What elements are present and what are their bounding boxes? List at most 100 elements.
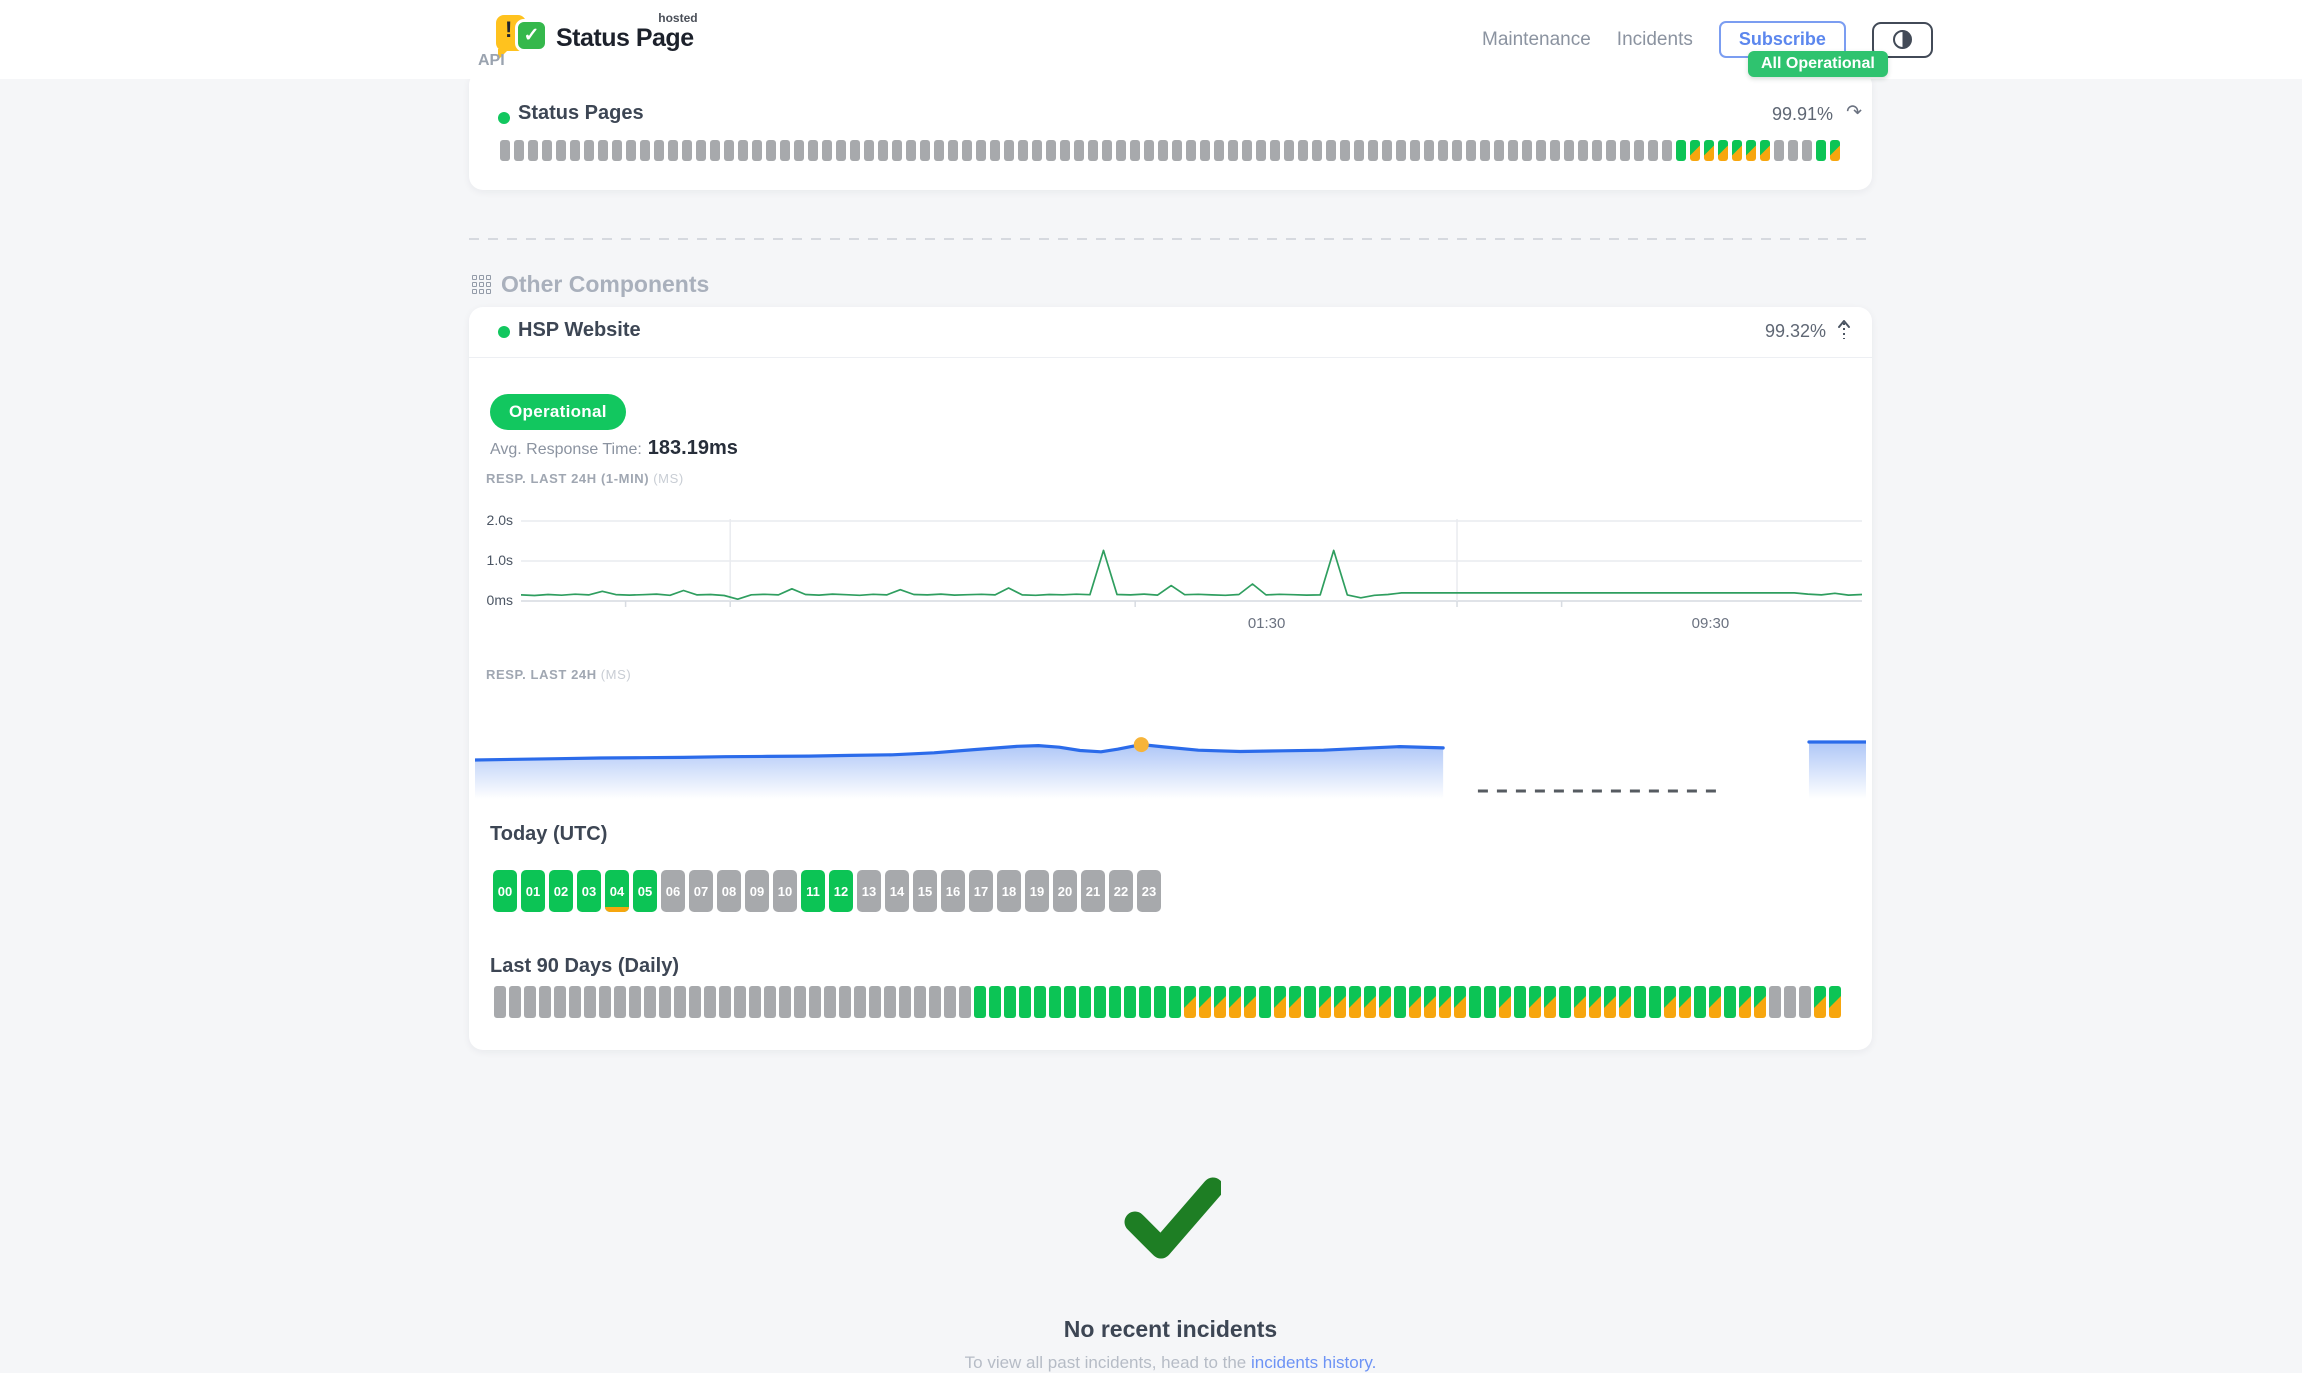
day-bar-up[interactable] bbox=[1079, 986, 1091, 1018]
hour-box-14[interactable]: 14 bbox=[885, 870, 909, 912]
day-bar-nodata[interactable] bbox=[1769, 986, 1781, 1018]
day-bar-up[interactable] bbox=[1019, 986, 1031, 1018]
day-bar-nodata[interactable] bbox=[1799, 986, 1811, 1018]
day-bar-partial[interactable] bbox=[1529, 986, 1541, 1018]
day-bar-nodata[interactable] bbox=[734, 986, 746, 1018]
uptime-bar-nodata[interactable] bbox=[1116, 140, 1126, 161]
day-bar-up[interactable] bbox=[1469, 986, 1481, 1018]
hour-box-07[interactable]: 07 bbox=[689, 870, 713, 912]
day-bar-nodata[interactable] bbox=[629, 986, 641, 1018]
uptime-bar-nodata[interactable] bbox=[1648, 140, 1658, 161]
hour-box-01[interactable]: 01 bbox=[521, 870, 545, 912]
day-bar-partial[interactable] bbox=[1679, 986, 1691, 1018]
uptime-bar-nodata[interactable] bbox=[584, 140, 594, 161]
day-bar-partial[interactable] bbox=[1199, 986, 1211, 1018]
hour-box-06[interactable]: 06 bbox=[661, 870, 685, 912]
theme-toggle-button[interactable] bbox=[1871, 21, 1933, 58]
day-bar-partial[interactable] bbox=[1544, 986, 1556, 1018]
uptime-bar-nodata[interactable] bbox=[1494, 140, 1504, 161]
uptime-bar-nodata[interactable] bbox=[1466, 140, 1476, 161]
day-bar-up[interactable] bbox=[1514, 986, 1526, 1018]
uptime-bar-nodata[interactable] bbox=[1396, 140, 1406, 161]
hour-box-16[interactable]: 16 bbox=[941, 870, 965, 912]
day-bar-up[interactable] bbox=[1724, 986, 1736, 1018]
hour-box-23[interactable]: 23 bbox=[1137, 870, 1161, 912]
day-bar-nodata[interactable] bbox=[1784, 986, 1796, 1018]
day-bar-nodata[interactable] bbox=[944, 986, 956, 1018]
uptime-bar-nodata[interactable] bbox=[1634, 140, 1644, 161]
uptime-bar-nodata[interactable] bbox=[1480, 140, 1490, 161]
uptime-bar-nodata[interactable] bbox=[1228, 140, 1238, 161]
uptime-bar-nodata[interactable] bbox=[598, 140, 608, 161]
uptime-bar-nodata[interactable] bbox=[990, 140, 1000, 161]
day-bar-nodata[interactable] bbox=[899, 986, 911, 1018]
uptime-bar-nodata[interactable] bbox=[1074, 140, 1084, 161]
day-bar-nodata[interactable] bbox=[704, 986, 716, 1018]
day-bar-nodata[interactable] bbox=[764, 986, 776, 1018]
day-bar-nodata[interactable] bbox=[749, 986, 761, 1018]
day-bar-partial[interactable] bbox=[1214, 986, 1226, 1018]
component-header-row[interactable]: HSP Website 99.32% bbox=[469, 307, 1872, 358]
hour-box-22[interactable]: 22 bbox=[1109, 870, 1133, 912]
uptime-bar-nodata[interactable] bbox=[1536, 140, 1546, 161]
brand[interactable]: ! ✓ Status Page hosted bbox=[496, 11, 698, 63]
day-bar-nodata[interactable] bbox=[614, 986, 626, 1018]
day-bar-up[interactable] bbox=[1304, 986, 1316, 1018]
hour-box-19[interactable]: 19 bbox=[1025, 870, 1049, 912]
day-bar-up[interactable] bbox=[1634, 986, 1646, 1018]
day-bar-nodata[interactable] bbox=[794, 986, 806, 1018]
uptime-bar-nodata[interactable] bbox=[1298, 140, 1308, 161]
day-bar-nodata[interactable] bbox=[569, 986, 581, 1018]
uptime-bar-nodata[interactable] bbox=[528, 140, 538, 161]
uptime-bar-nodata[interactable] bbox=[1522, 140, 1532, 161]
uptime-bar-partial[interactable] bbox=[1746, 140, 1756, 161]
uptime-bar-nodata[interactable] bbox=[1060, 140, 1070, 161]
day-bar-up[interactable] bbox=[1154, 986, 1166, 1018]
day-bar-partial[interactable] bbox=[1709, 986, 1721, 1018]
day-bar-nodata[interactable] bbox=[809, 986, 821, 1018]
hour-box-02[interactable]: 02 bbox=[549, 870, 573, 912]
uptime-bar-nodata[interactable] bbox=[1354, 140, 1364, 161]
uptime-bar-nodata[interactable] bbox=[1368, 140, 1378, 161]
day-bar-up[interactable] bbox=[1169, 986, 1181, 1018]
uptime-bar-nodata[interactable] bbox=[1578, 140, 1588, 161]
uptime-bar-nodata[interactable] bbox=[780, 140, 790, 161]
uptime-bar-nodata[interactable] bbox=[612, 140, 622, 161]
uptime-bar-nodata[interactable] bbox=[570, 140, 580, 161]
uptime-bar-nodata[interactable] bbox=[1214, 140, 1224, 161]
day-bar-nodata[interactable] bbox=[659, 986, 671, 1018]
day-bar-nodata[interactable] bbox=[509, 986, 521, 1018]
day-bar-up[interactable] bbox=[1394, 986, 1406, 1018]
day-bar-up[interactable] bbox=[1124, 986, 1136, 1018]
uptime-bar-nodata[interactable] bbox=[962, 140, 972, 161]
uptime-bar-nodata[interactable] bbox=[1242, 140, 1252, 161]
uptime-bar-partial[interactable] bbox=[1718, 140, 1728, 161]
uptime-bar-nodata[interactable] bbox=[1088, 140, 1098, 161]
uptime-bar-nodata[interactable] bbox=[556, 140, 566, 161]
uptime-bar-nodata[interactable] bbox=[1508, 140, 1518, 161]
uptime-bar-nodata[interactable] bbox=[1438, 140, 1448, 161]
component-name[interactable]: Status Pages bbox=[518, 102, 644, 124]
uptime-bar-nodata[interactable] bbox=[724, 140, 734, 161]
day-bar-partial[interactable] bbox=[1364, 986, 1376, 1018]
day-bar-up[interactable] bbox=[1259, 986, 1271, 1018]
day-bar-nodata[interactable] bbox=[854, 986, 866, 1018]
day-bar-nodata[interactable] bbox=[539, 986, 551, 1018]
uptime-bar-nodata[interactable] bbox=[1158, 140, 1168, 161]
uptime-bar-partial[interactable] bbox=[1690, 140, 1700, 161]
uptime-bar-nodata[interactable] bbox=[850, 140, 860, 161]
day-bar-nodata[interactable] bbox=[644, 986, 656, 1018]
day-bar-partial[interactable] bbox=[1619, 986, 1631, 1018]
hour-box-08[interactable]: 08 bbox=[717, 870, 741, 912]
uptime-bar-nodata[interactable] bbox=[948, 140, 958, 161]
uptime-bar-nodata[interactable] bbox=[976, 140, 986, 161]
day-bar-partial[interactable] bbox=[1274, 986, 1286, 1018]
hour-box-20[interactable]: 20 bbox=[1053, 870, 1077, 912]
uptime-bar-nodata[interactable] bbox=[920, 140, 930, 161]
day-bar-up[interactable] bbox=[1034, 986, 1046, 1018]
day-bar-nodata[interactable] bbox=[914, 986, 926, 1018]
uptime-bar-up[interactable] bbox=[1676, 140, 1686, 161]
uptime-bar-nodata[interactable] bbox=[1200, 140, 1210, 161]
day-bar-nodata[interactable] bbox=[599, 986, 611, 1018]
hour-box-17[interactable]: 17 bbox=[969, 870, 993, 912]
